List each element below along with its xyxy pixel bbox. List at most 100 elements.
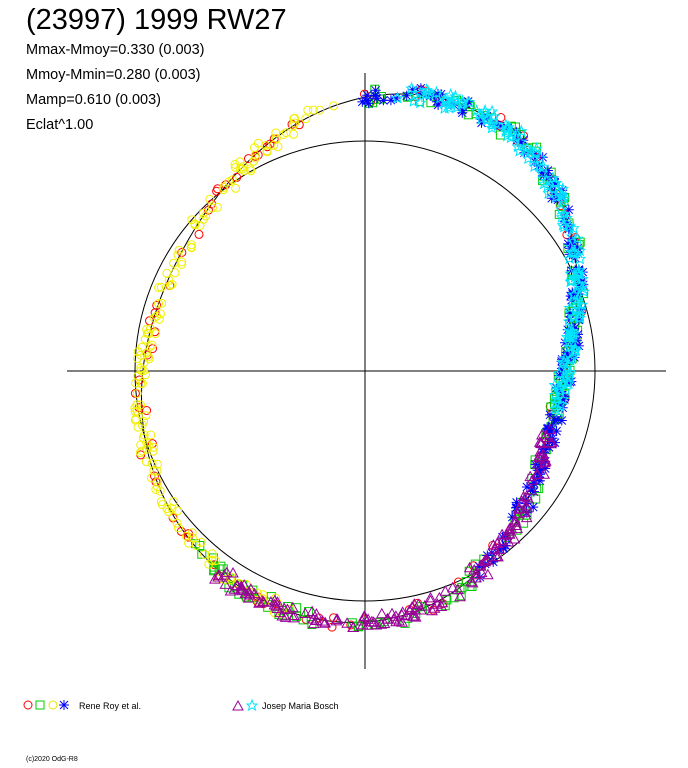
data-point <box>515 124 528 137</box>
data-point <box>426 604 438 616</box>
data-point <box>561 374 574 388</box>
data-point <box>366 615 378 627</box>
data-point <box>510 519 523 530</box>
data-point <box>539 428 552 440</box>
data-point <box>455 97 468 111</box>
data-point <box>495 120 505 131</box>
data-point <box>143 352 153 362</box>
data-point <box>396 606 409 617</box>
data-point <box>174 245 184 255</box>
data-point <box>169 497 179 507</box>
data-point <box>433 100 444 110</box>
data-point <box>294 120 304 130</box>
data-point <box>152 466 162 476</box>
data-point <box>538 468 550 479</box>
data-point <box>194 229 204 239</box>
data-point <box>541 179 554 193</box>
data-point <box>546 171 560 184</box>
data-point <box>563 365 577 378</box>
data-point <box>142 438 152 448</box>
data-point <box>537 448 550 459</box>
data-point <box>485 104 499 118</box>
data-point <box>462 95 476 108</box>
legend-label-josep-maria-bosch: Josep Maria Bosch <box>262 701 339 711</box>
data-point <box>150 329 160 339</box>
data-point <box>424 591 437 603</box>
data-point <box>208 553 218 563</box>
data-point <box>132 389 142 398</box>
legend-cyan-star-marker <box>245 698 259 712</box>
data-point <box>154 314 164 324</box>
data-point <box>436 596 449 608</box>
data-point <box>463 561 476 573</box>
data-point <box>555 210 569 223</box>
data-point <box>566 233 577 244</box>
legend-entry-rene-roy: Rene Roy et al. <box>23 700 141 711</box>
data-point <box>475 566 488 578</box>
data-point <box>146 430 156 440</box>
data-point <box>563 301 576 314</box>
data-point <box>209 573 221 584</box>
data-point <box>475 111 488 125</box>
data-point <box>231 183 241 193</box>
data-point <box>480 553 493 565</box>
data-point <box>152 482 162 492</box>
data-point <box>142 324 152 334</box>
data-point <box>396 608 408 620</box>
data-point <box>289 114 299 124</box>
data-point <box>347 621 359 632</box>
data-point <box>457 105 468 116</box>
data-point <box>363 98 374 109</box>
data-point <box>470 571 482 583</box>
data-point <box>141 411 151 421</box>
data-point <box>187 528 197 538</box>
data-point <box>563 330 576 343</box>
data-point <box>573 340 584 351</box>
chart-title: (23997) 1999 RW27 <box>26 4 287 36</box>
data-point <box>492 550 504 562</box>
data-point <box>490 119 501 130</box>
data-point <box>449 89 462 102</box>
data-point <box>166 280 175 290</box>
data-point <box>424 594 437 606</box>
data-point <box>299 607 312 618</box>
data-point <box>301 114 311 124</box>
data-point <box>536 167 547 178</box>
data-point <box>572 243 583 253</box>
data-point <box>132 406 142 416</box>
data-point <box>439 93 452 107</box>
stat-mmax-mmoy: Mmax-Mmoy=0.330 (0.003) <box>26 42 205 58</box>
data-point <box>149 313 159 323</box>
data-point <box>415 603 427 615</box>
data-point <box>278 602 291 614</box>
data-point <box>370 618 383 630</box>
data-point <box>514 134 527 148</box>
data-point <box>218 568 231 580</box>
data-point <box>149 442 159 452</box>
data-point <box>433 89 443 99</box>
data-point <box>288 609 300 620</box>
data-point <box>273 142 283 152</box>
data-point <box>224 177 234 187</box>
data-point <box>529 145 542 158</box>
data-point <box>289 129 299 139</box>
data-point <box>451 583 464 595</box>
data-point <box>420 83 433 96</box>
data-point <box>554 381 567 395</box>
data-point <box>481 110 494 123</box>
data-point <box>478 103 492 117</box>
data-point <box>219 578 232 589</box>
data-point <box>316 615 329 626</box>
data-point <box>133 347 143 357</box>
data-point <box>148 344 157 354</box>
data-point <box>370 85 381 96</box>
data-point <box>168 512 178 522</box>
data-point <box>132 354 142 363</box>
data-point <box>485 116 499 130</box>
data-point <box>232 172 242 182</box>
data-point <box>170 268 180 278</box>
data-point <box>329 101 339 111</box>
data-point <box>186 242 196 252</box>
data-point <box>535 166 549 179</box>
data-point <box>489 543 501 554</box>
